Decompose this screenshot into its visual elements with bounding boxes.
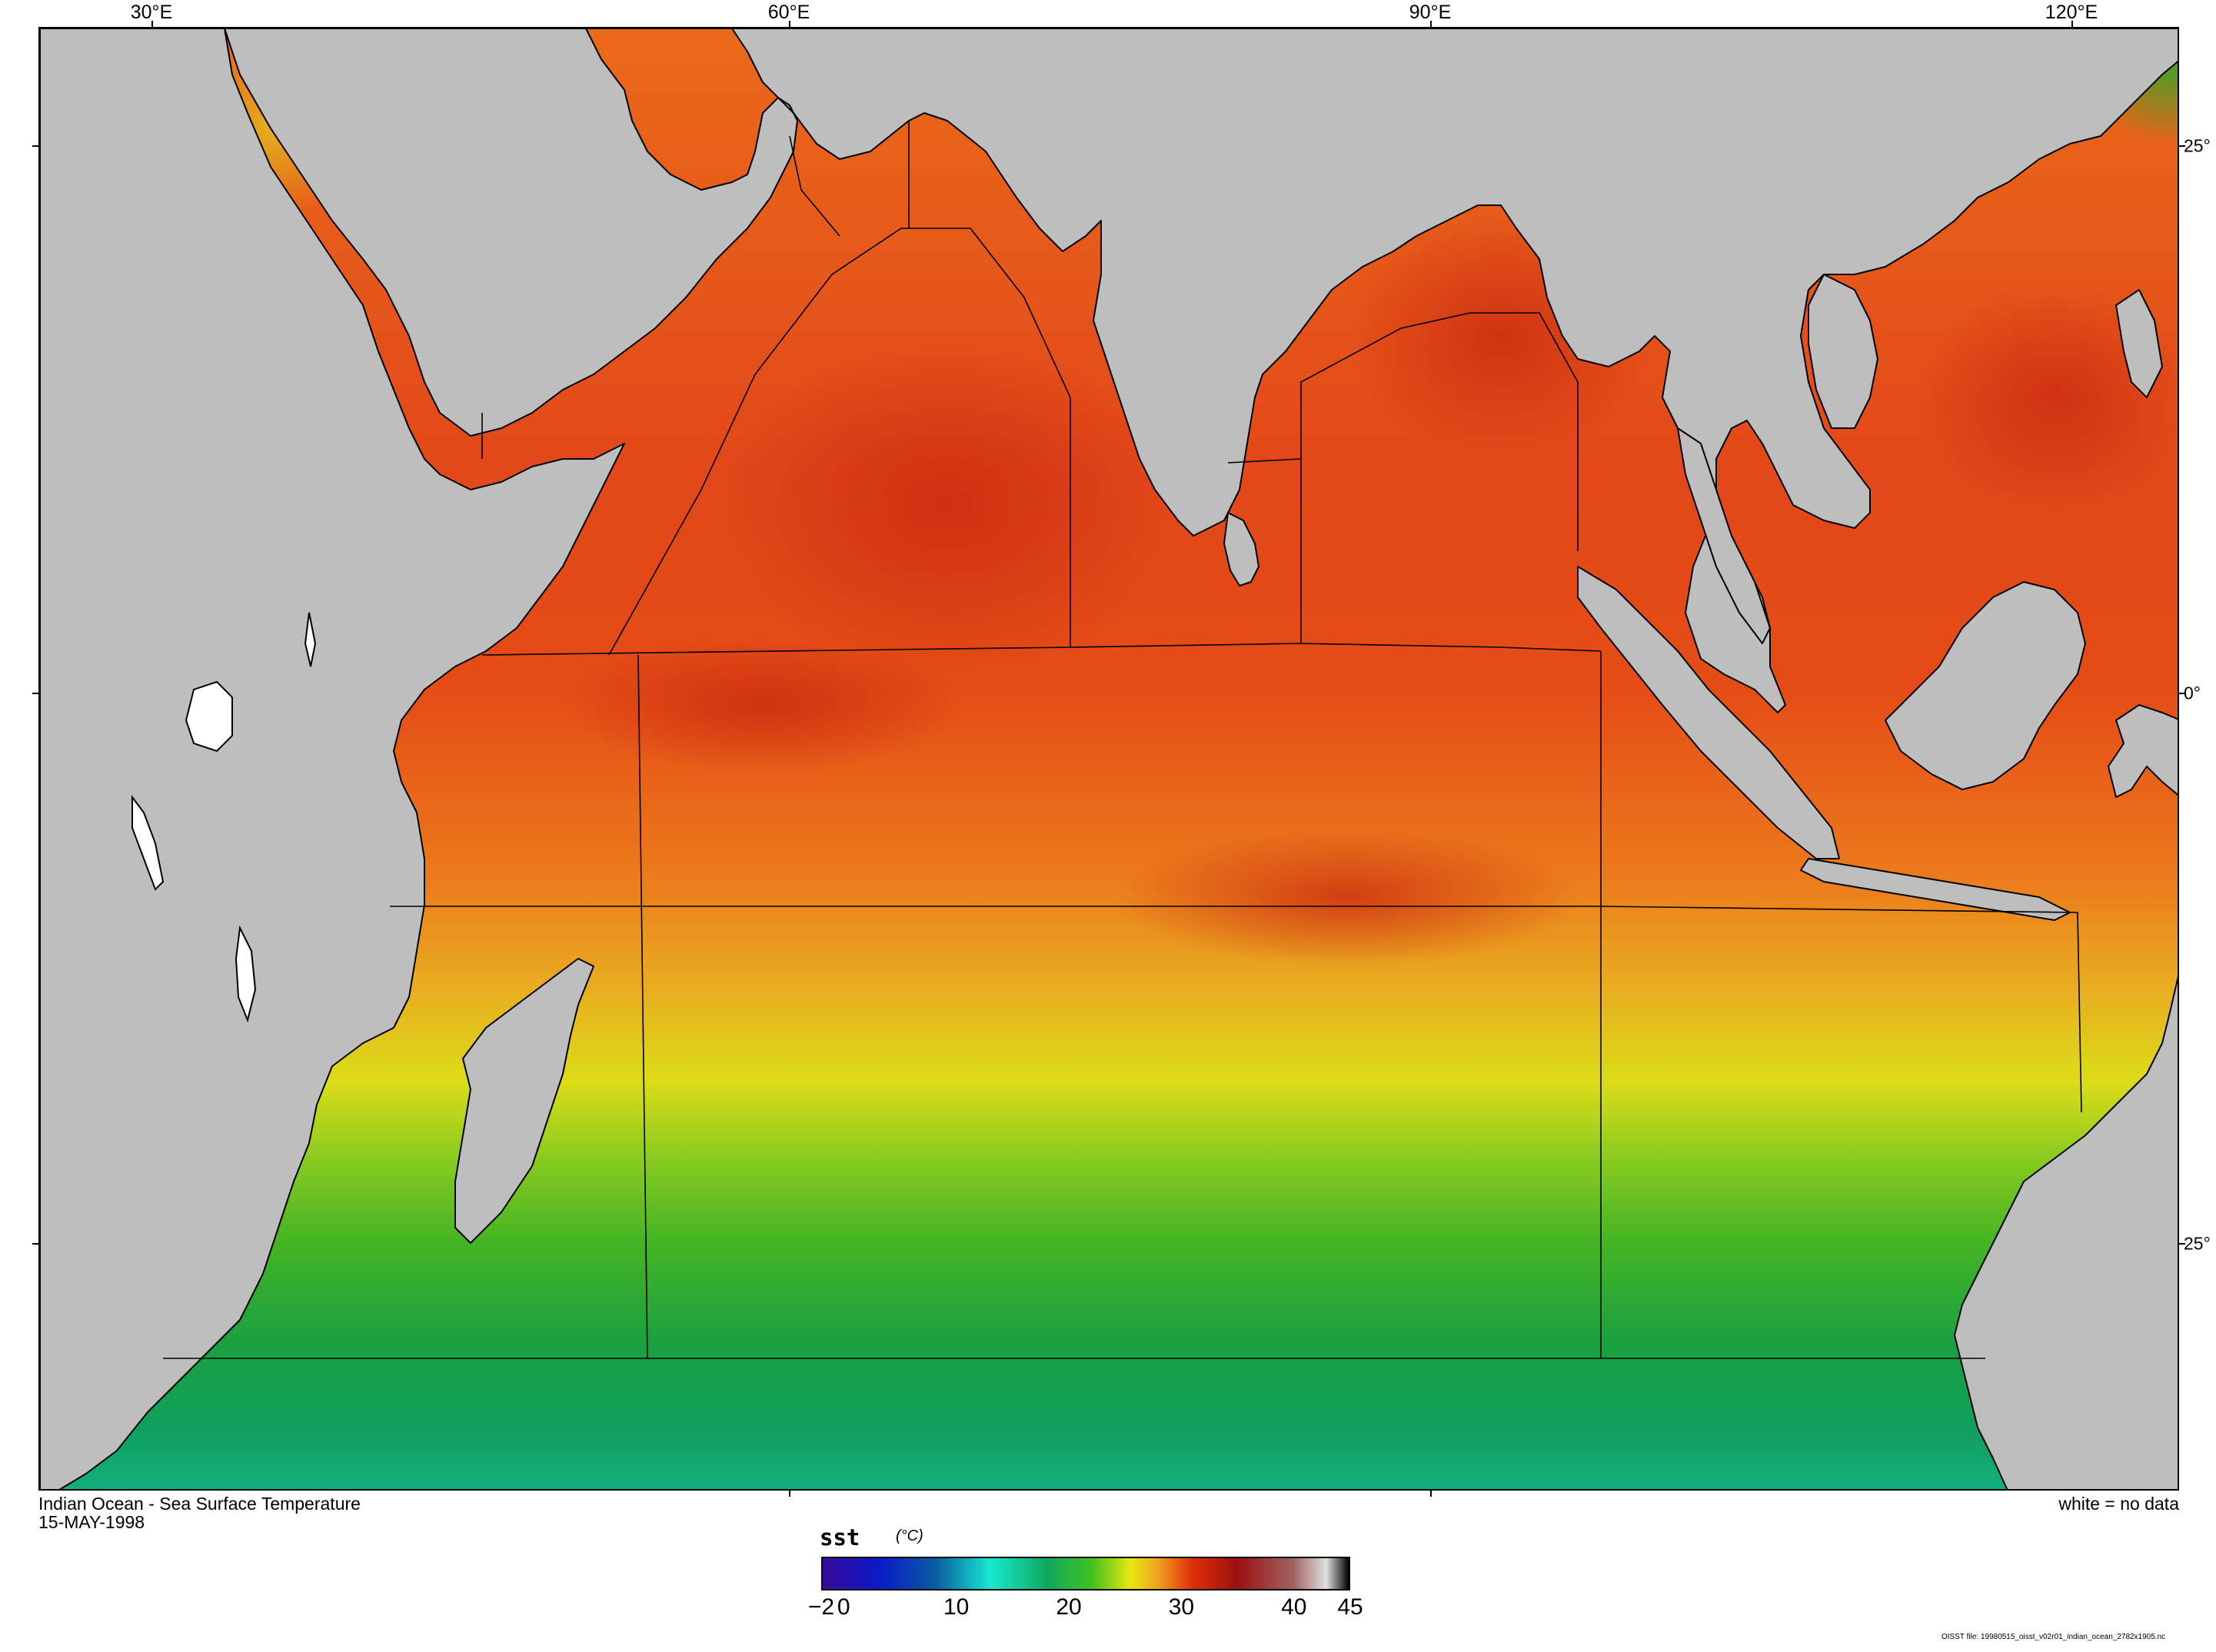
lon-tick-top [2071,21,2073,27]
colorbar-tick-label: 20 [1056,1594,1082,1620]
no-data-lake-tanganyika [131,795,165,891]
land-java [1800,858,2071,921]
region-boundaries [163,121,2082,1359]
sst-colorbar [821,1557,1350,1591]
lat-label-25n: 25° [2184,135,2211,156]
lat-label-0: 0° [2184,683,2201,703]
colorbar-tick-label: 30 [1168,1594,1195,1620]
lon-tick-top [789,21,790,27]
land-africa-arabia-asia [40,28,2178,713]
boundary-west-vertical [637,654,648,1359]
colorbar-tick-label: 10 [943,1594,970,1620]
boundary-gulf-oman [789,135,840,237]
lon-label-60e: 60°E [767,2,810,23]
no-data-note: white = no data [2058,1494,2179,1514]
land-sulawesi [2108,704,2178,798]
land-sumatra [1577,566,1840,859]
lat-tick-right [2179,693,2185,694]
lon-tick-bottom [1430,1491,1432,1497]
no-data-lake-malawi [235,925,257,1023]
colorbar-tick-label: 45 [1337,1594,1363,1620]
no-data-lake-turkana [304,612,317,667]
legend-variable: sst [820,1524,860,1551]
lat-tick-left [32,1243,38,1245]
lon-label-120e: 120°E [2045,2,2098,23]
no-data-lake-victoria [185,680,233,753]
lat-tick-left [32,145,38,147]
colorbar-tick-label: 40 [1281,1594,1307,1620]
colorbar-tick-label: −2 [807,1594,835,1620]
map-date: 15-MAY-1998 [38,1512,145,1532]
lat-tick-left [32,693,38,694]
file-footnote: OISST file: 19980515_oisst_v02r01_indian… [1941,1633,2166,1641]
land-east-africa [40,28,625,1489]
land-madagascar [454,958,594,1244]
boundary-sri-lanka-gap [1227,458,1302,464]
lon-label-30e: 30°E [130,2,173,23]
legend-unit: (°C) [896,1527,923,1544]
warm-anomaly-equatorial [563,636,963,774]
warm-anomaly-south-china-sea [1916,282,2178,513]
warm-anomaly-arabian-sea [717,336,1178,674]
land-philippines [2115,289,2163,398]
land-sri-lanka [1223,512,1259,587]
lat-tick-right [2179,145,2185,147]
lon-tick-top [1430,21,1432,27]
boundary-arabian-sea [608,228,1071,656]
map-title: Indian Ocean - Sea Surface Temperature [38,1494,361,1514]
land-australia [1954,976,2178,1489]
land-borneo [1885,581,2086,790]
sst-map-canvas [40,28,2178,1489]
colorbar-tick-label: 0 [837,1594,850,1620]
land-malay-peninsula [1677,427,1771,644]
lat-tick-right [2179,1243,2185,1245]
land-indochina [1808,274,1878,429]
lat-label-25s: 25° [2184,1233,2211,1254]
lon-tick-top [151,21,153,27]
warm-anomaly-central [1116,828,1578,966]
lon-tick-bottom [789,1491,790,1497]
sst-map[interactable] [38,27,2179,1491]
lon-label-90e: 90°E [1409,2,1452,23]
boundary-bay-of-bengal [1300,312,1579,643]
